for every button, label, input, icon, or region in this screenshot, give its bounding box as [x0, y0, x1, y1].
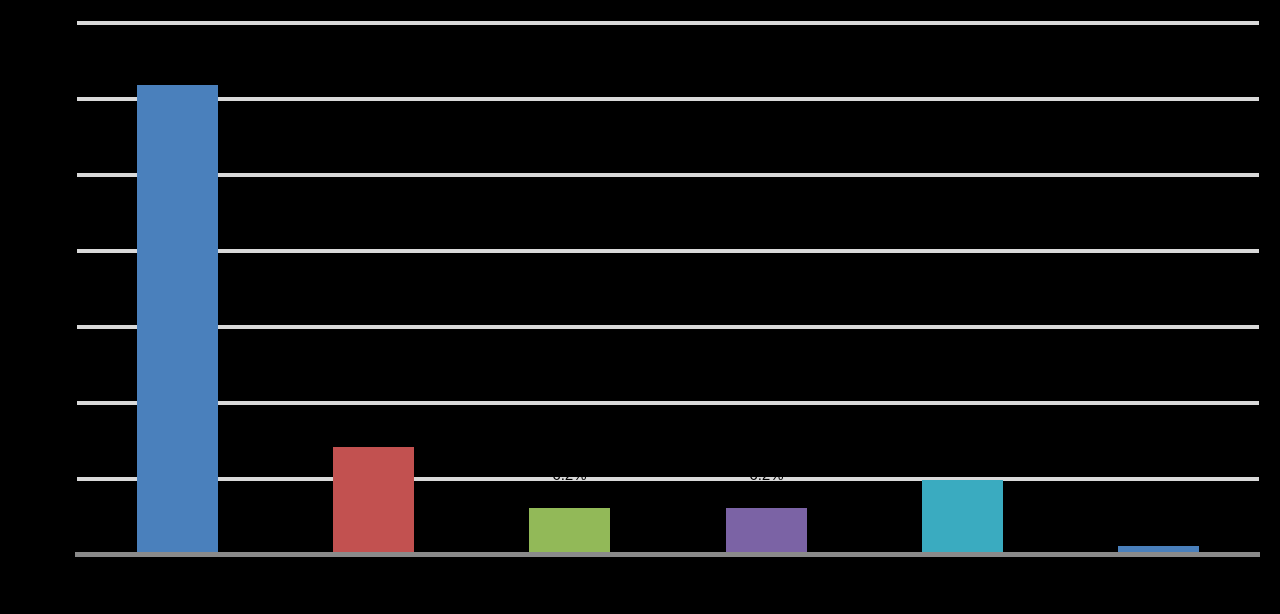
- bar-green: 6.2%: [529, 468, 610, 555]
- x-axis-line: [75, 552, 1260, 557]
- bar-data-label: 61.8%: [156, 44, 199, 61]
- gridline: [77, 477, 1259, 481]
- bar-data-label: 9.9%: [945, 439, 980, 456]
- gridline: [77, 21, 1259, 25]
- bar-blue: 61.8%: [137, 45, 218, 555]
- bar-red: 14.2%: [333, 407, 414, 555]
- gridline: [77, 173, 1259, 177]
- gridline: [77, 249, 1259, 253]
- bar-data-label: 6.2%: [749, 467, 784, 484]
- gridline: [77, 97, 1259, 101]
- bar-teal: 9.9%: [922, 440, 1003, 555]
- bar-data-label: 6.2%: [552, 467, 587, 484]
- gridline: [77, 401, 1259, 405]
- bar-data-label: 1.2%: [1141, 505, 1176, 522]
- bar-data-label: 14.2%: [352, 406, 395, 423]
- bar-blue-small: 1.2%: [1118, 506, 1199, 555]
- gridline: [77, 325, 1259, 329]
- bar-purple: 6.2%: [726, 468, 807, 555]
